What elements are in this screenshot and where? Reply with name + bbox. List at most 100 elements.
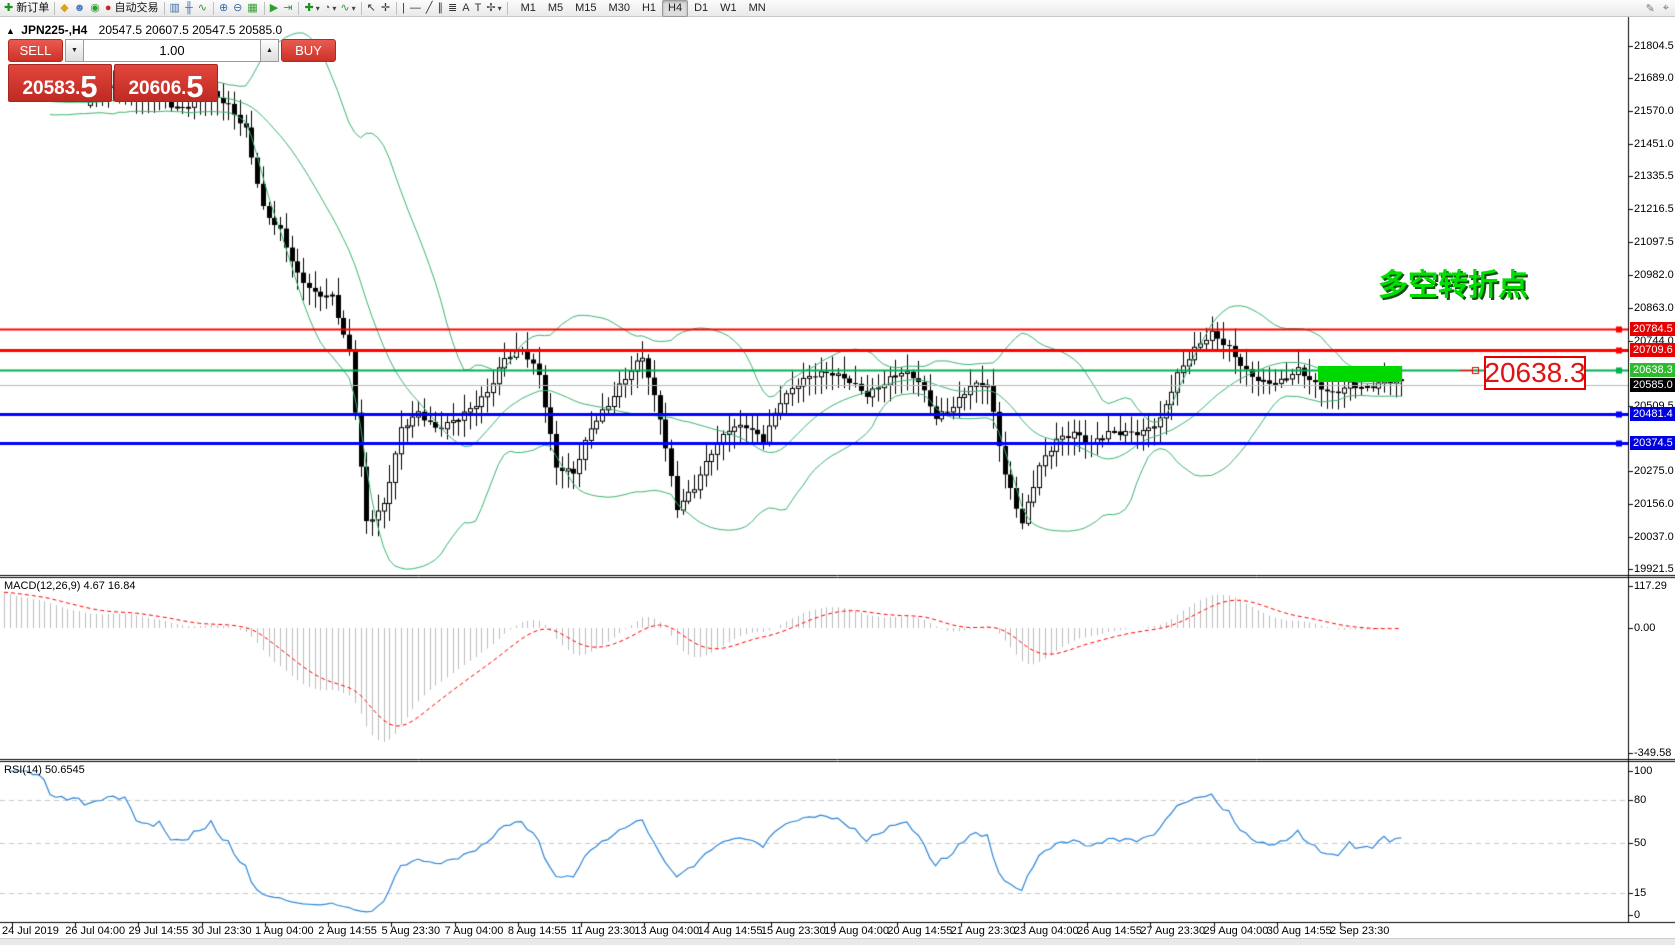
cursor-icon[interactable]: ↖ xyxy=(365,1,379,16)
horizontal-line-icon[interactable]: — xyxy=(408,1,424,16)
line-chart-icon[interactable]: ∿ xyxy=(196,1,210,16)
price-tick-label: 21335.5 xyxy=(1634,170,1674,183)
price-line-label: 20374.5 xyxy=(1630,436,1675,451)
new-order-icon[interactable]: ✚ 新订单 xyxy=(2,1,51,16)
arrows-icon: ✢ xyxy=(486,1,496,14)
edit-icon[interactable]: ✎ xyxy=(1645,3,1655,15)
dropdown-caret-icon[interactable]: ▾ xyxy=(315,3,320,13)
expert-advisor-icon[interactable]: ☻ xyxy=(72,1,89,16)
time-axis-label: 13 Aug 04:00 xyxy=(634,925,700,937)
signal-icon[interactable]: ◉ xyxy=(88,1,103,16)
price-tick-label: 21097.5 xyxy=(1634,236,1674,249)
fibonacci-icon: ≣ xyxy=(448,1,458,14)
sell-button[interactable]: SELL xyxy=(8,39,63,62)
auto-scroll-icon[interactable]: ▶ xyxy=(268,1,281,16)
trendline-icon[interactable]: ╱ xyxy=(424,1,436,16)
time-axis-label: 20 Aug 14:55 xyxy=(887,925,953,937)
buy-button[interactable]: BUY xyxy=(281,39,336,62)
time-axis-label: 8 Aug 14:55 xyxy=(507,925,567,937)
eraser-icon: ◆ xyxy=(60,1,69,14)
tile-windows-icon[interactable]: ▦ xyxy=(245,1,260,16)
timeframe-button-h1[interactable]: H1 xyxy=(641,2,657,14)
chart-title: ▲ JPN225-,H4 20547.5 20607.5 20547.5 205… xyxy=(6,23,282,37)
channel-icon[interactable]: ∥ xyxy=(436,1,447,16)
turning-point-annotation: 多空转折点 xyxy=(1378,269,1528,302)
zoom-out-icon: ⊖ xyxy=(233,1,243,14)
time-axis-label: 29 Jul 14:55 xyxy=(128,925,189,937)
new-chart-icon[interactable]: ✚ ▾ xyxy=(302,1,321,16)
timeframe-button-m15[interactable]: M15 xyxy=(575,2,597,14)
autotrade-icon: ● xyxy=(104,1,112,14)
toolbar-separator xyxy=(506,1,508,15)
toolbar-right-icons: ✎ ⌖ xyxy=(1646,0,1669,17)
rsi-tick-label: 100 xyxy=(1634,765,1653,777)
autotrade-icon[interactable]: ● 自动交易 xyxy=(103,1,161,16)
sell-price-int: 20583 xyxy=(22,78,76,99)
dropdown-caret-icon[interactable]: ▾ xyxy=(497,3,502,13)
time-axis-label: 2 Sep 23:30 xyxy=(1330,925,1390,937)
price-callout-box[interactable]: 20638.3 xyxy=(1484,356,1586,390)
buy-price-display[interactable]: 20606 . 5 xyxy=(114,64,218,102)
periods-icon: ◔ xyxy=(323,1,331,14)
autotrade-label: 自动交易 xyxy=(114,1,159,14)
timeframe-button-m5[interactable]: M5 xyxy=(547,2,564,14)
crosshair-icon[interactable]: ✛ xyxy=(379,1,393,16)
price-line-label: 20481.4 xyxy=(1630,406,1675,421)
price-tick-label: 21570.0 xyxy=(1634,105,1674,118)
time-axis-label: 14 Aug 14:55 xyxy=(697,925,763,937)
macd-tick-label: 0.00 xyxy=(1634,622,1656,634)
eraser-icon[interactable]: ◆ xyxy=(58,1,71,16)
buy-price-int: 20606 xyxy=(128,78,182,99)
buy-price-frac: 5 xyxy=(186,68,204,104)
periods-icon[interactable]: ◔ ▾ xyxy=(322,1,339,16)
tile-windows-icon: ▦ xyxy=(247,1,258,14)
price-tick-label: 20156.0 xyxy=(1634,497,1674,510)
price-tick-label: 21689.0 xyxy=(1634,72,1674,85)
timeframe-button-m30[interactable]: M30 xyxy=(608,2,630,14)
toolbar-separator xyxy=(163,1,165,15)
time-axis-label: 11 Aug 23:30 xyxy=(571,925,636,937)
bar-chart-icon[interactable]: ▥ xyxy=(168,1,183,16)
dropdown-caret-icon[interactable]: ▾ xyxy=(351,3,356,13)
dropdown-caret-icon[interactable]: ▾ xyxy=(332,3,337,13)
ohlc-values: 20547.5 20607.5 20547.5 20585.0 xyxy=(98,23,283,37)
vertical-line-icon: | xyxy=(402,1,405,14)
signal-icon: ◉ xyxy=(90,1,100,14)
text-icon[interactable]: A xyxy=(460,1,472,16)
timeframe-button-h4[interactable]: H4 xyxy=(662,0,689,17)
highlight-rectangle[interactable] xyxy=(1318,366,1402,382)
new-order-icon: ✚ xyxy=(4,1,14,14)
timeframe-button-mn[interactable]: MN xyxy=(748,2,766,14)
zoom-out-icon[interactable]: ⊖ xyxy=(231,1,245,16)
timeframe-button-m1[interactable]: M1 xyxy=(520,2,536,14)
vertical-line-icon[interactable]: | xyxy=(400,1,408,16)
volume-increase-button[interactable]: ▲ xyxy=(260,39,279,62)
new-chart-icon: ✚ xyxy=(304,1,314,14)
indicators-icon[interactable]: ∿ ▾ xyxy=(338,1,357,16)
price-tick-label: 20275.0 xyxy=(1634,464,1674,477)
volume-input[interactable] xyxy=(84,39,260,62)
chart-shift-icon[interactable]: ⇥ xyxy=(281,1,295,16)
sell-price-frac: 5 xyxy=(80,68,98,104)
new-order-label: 新订单 xyxy=(16,1,50,14)
one-click-trading-panel: SELL ▼ ▲ BUY 20583 . 5 20606 . 5 xyxy=(8,39,336,102)
symbol-period-label: JPN225-,H4 xyxy=(21,23,88,37)
pointer-icon[interactable]: ⌖ xyxy=(1662,2,1669,14)
volume-decrease-button[interactable]: ▼ xyxy=(65,39,84,62)
time-axis-label: 23 Aug 04:00 xyxy=(1013,925,1079,937)
sell-price-display[interactable]: 20583 . 5 xyxy=(8,64,112,102)
toolbar-separator xyxy=(54,1,56,15)
timeframe-button-d1[interactable]: D1 xyxy=(694,2,709,14)
time-axis-label: 30 Jul 23:30 xyxy=(191,925,252,937)
time-axis-label: 21 Aug 23:30 xyxy=(950,925,1016,937)
timeframe-button-w1[interactable]: W1 xyxy=(720,2,737,14)
fibonacci-icon[interactable]: ≣ xyxy=(446,1,460,16)
zoom-in-icon[interactable]: ⊕ xyxy=(217,1,231,16)
collapse-marker-icon[interactable]: ▲ xyxy=(6,26,15,36)
price-tick-label: 21451.0 xyxy=(1634,138,1674,151)
text-label-icon[interactable]: T xyxy=(473,1,485,16)
arrows-icon[interactable]: ✢ ▾ xyxy=(484,1,503,16)
candlestick-chart-icon[interactable]: ╫ xyxy=(183,1,196,16)
